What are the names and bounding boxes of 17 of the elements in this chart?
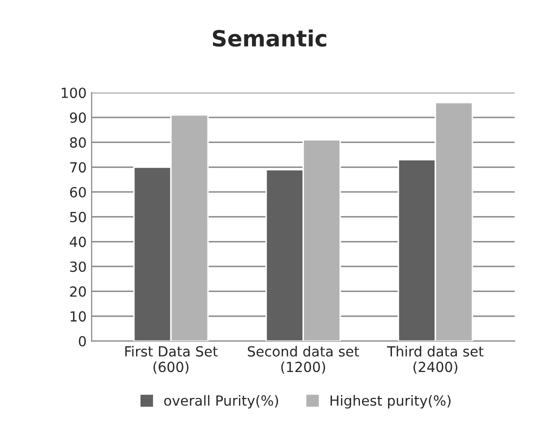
y-tick-label: 30	[70, 261, 86, 272]
chart-title: Semantic	[212, 29, 326, 47]
y-tick-label: 80	[70, 137, 86, 148]
x-tick-label: Third data set (2400)	[386, 346, 484, 374]
y-tick-label: 90	[70, 112, 86, 123]
y-tick-label: 70	[70, 162, 86, 173]
y-tick-label: 100	[62, 88, 86, 98]
y-tick-label: 60	[70, 186, 86, 198]
legend-label: overall Purity(%)	[164, 395, 278, 408]
y-tick-label: 0	[78, 336, 86, 346]
x-tick-label: Second data set (1200)	[248, 346, 360, 374]
y-tick-label: 20	[70, 286, 86, 297]
x-tick-label: First Data Set (600)	[125, 346, 218, 374]
y-tick-label: 10	[70, 311, 86, 322]
y-tick-label: 50	[70, 212, 86, 222]
y-tick-label: 40	[70, 236, 86, 248]
legend-label: Highest purity(%)	[330, 395, 450, 408]
